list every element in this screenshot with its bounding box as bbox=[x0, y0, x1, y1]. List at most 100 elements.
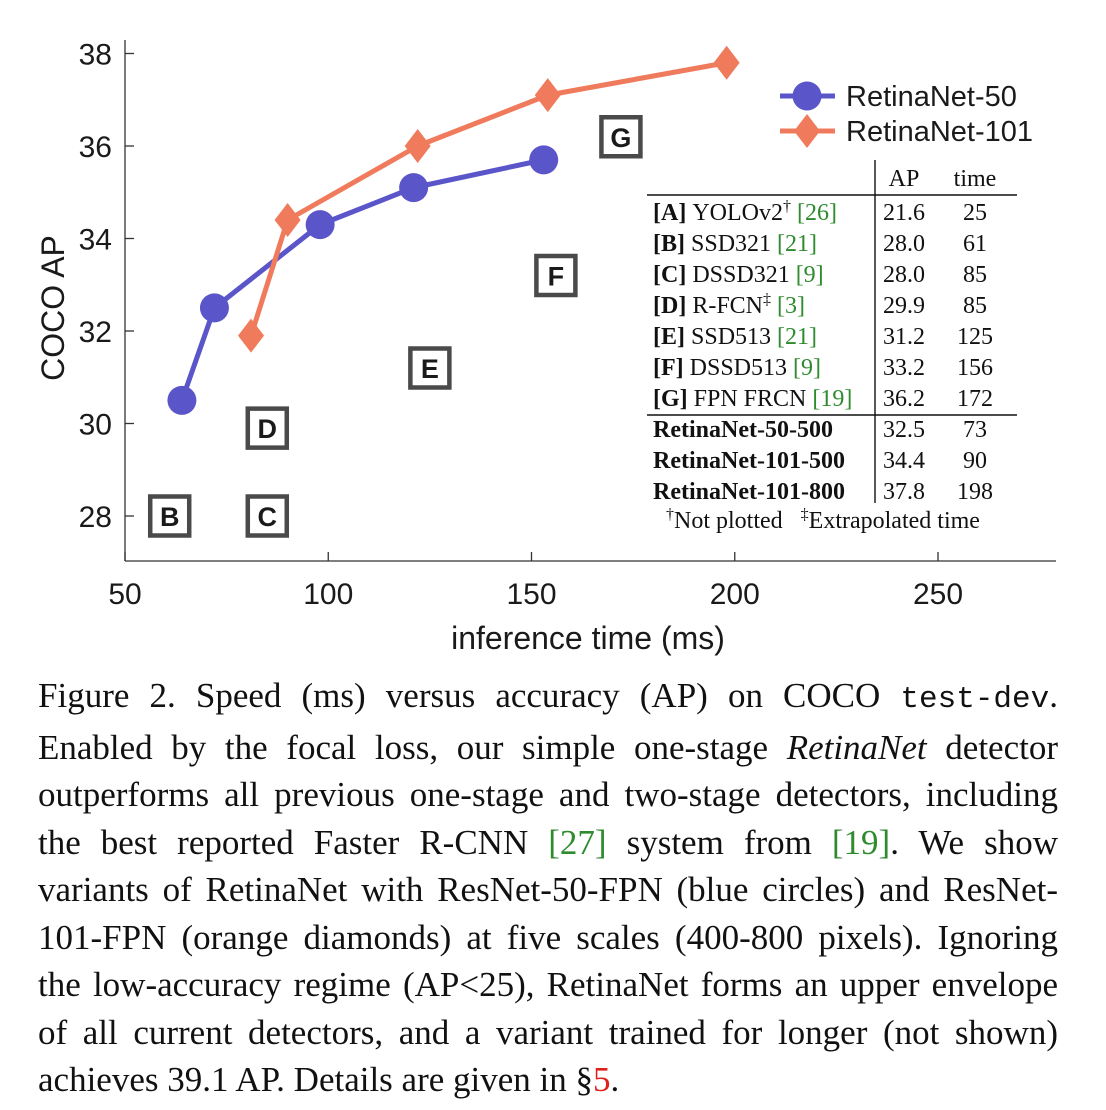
method-tag: [A] bbox=[653, 200, 692, 226]
method-citation[interactable]: [9] bbox=[787, 355, 821, 381]
x-tick-label: 250 bbox=[913, 578, 963, 611]
method-citation[interactable]: [19] bbox=[806, 386, 852, 412]
method-name: RetinaNet-50-500 bbox=[653, 417, 833, 443]
footnote-footnote-ddagger: ‡ bbox=[801, 506, 809, 523]
table-row-method: [A] YOLOv2† [26] bbox=[653, 198, 837, 226]
method-citation[interactable]: [21] bbox=[771, 231, 817, 257]
retinanet-50-point bbox=[305, 210, 335, 240]
marker-letter: E bbox=[421, 354, 439, 384]
detector-markers: B C D E F G bbox=[147, 115, 643, 538]
table-row-method: RetinaNet-101-800 bbox=[653, 479, 845, 505]
table-row-time: 172 bbox=[957, 386, 993, 412]
table-row: [D] R-FCN‡ [3] 29.9 85 bbox=[653, 291, 987, 319]
y-tick-label: 38 bbox=[79, 39, 112, 72]
marker-box bbox=[599, 115, 643, 159]
caption-text-4: system from bbox=[606, 822, 832, 862]
marker-box bbox=[408, 346, 452, 390]
retinanet-101-point bbox=[534, 78, 561, 113]
detector-marker-c: C bbox=[245, 494, 290, 538]
marker-letter: D bbox=[258, 414, 278, 444]
method-footnote-mark: † bbox=[783, 198, 791, 215]
method-citation[interactable]: [26] bbox=[791, 200, 837, 226]
table-row-ap: 29.9 bbox=[883, 293, 925, 319]
table-row-method: RetinaNet-50-500 bbox=[653, 417, 833, 443]
y-tick-label: 28 bbox=[79, 501, 112, 534]
method-name: FPN FRCN bbox=[694, 386, 807, 412]
table-row-time: 198 bbox=[957, 479, 993, 505]
detector-marker-f: F bbox=[534, 253, 578, 298]
retinanet-101-point bbox=[404, 129, 431, 163]
retinanet-101-point bbox=[274, 203, 301, 237]
table-footnotes: †Not plotted ‡Extrapolated time bbox=[666, 506, 980, 534]
method-name: RetinaNet-101-500 bbox=[653, 448, 845, 474]
table-row-time: 85 bbox=[963, 262, 987, 288]
y-tick-label: 34 bbox=[79, 224, 112, 257]
retinanet-50-point bbox=[399, 173, 429, 203]
table-row: [E] SSD513 [21] 31.2 125 bbox=[653, 324, 993, 350]
caption-section-sign: § bbox=[575, 1060, 594, 1099]
table-row-method: [E] SSD513 [21] bbox=[653, 324, 817, 350]
caption-text-1: Figure 2. Speed (ms) versus accuracy (AP… bbox=[38, 676, 901, 715]
method-name: R-FCN bbox=[692, 293, 763, 319]
chart-series bbox=[167, 45, 740, 415]
caption-text-5: . We show variants of RetinaNet with Res… bbox=[38, 822, 1058, 1100]
caption-ref-19[interactable]: [19] bbox=[831, 822, 891, 862]
detector-marker-d: D bbox=[245, 406, 290, 450]
table-row: RetinaNet-101-500 34.4 90 bbox=[653, 448, 987, 474]
table-row-ap: 32.5 bbox=[883, 417, 925, 443]
method-name: DSSD513 bbox=[690, 355, 787, 381]
figure-caption: Figure 2. Speed (ms) versus accuracy (AP… bbox=[38, 672, 1058, 1104]
table-row-time: 25 bbox=[963, 200, 987, 226]
table-header-ap: AP bbox=[889, 166, 920, 192]
detector-marker-b: B bbox=[147, 494, 192, 538]
marker-box bbox=[245, 406, 290, 450]
table-row-ap: 28.0 bbox=[883, 231, 925, 257]
table-row-time: 61 bbox=[963, 231, 987, 257]
chart-axes: 50 100 150 200 250 28 30 32 34 36 38 bbox=[79, 39, 1056, 611]
table-row-time: 85 bbox=[963, 293, 987, 319]
method-name: RetinaNet-101-800 bbox=[653, 479, 845, 505]
retinanet-101-point bbox=[238, 318, 265, 353]
table-row-ap: 34.4 bbox=[883, 448, 925, 474]
method-tag: [G] bbox=[653, 386, 694, 412]
method-name: DSSD321 bbox=[692, 262, 789, 288]
table-row-ap: 28.0 bbox=[883, 262, 925, 288]
table-row: [F] DSSD513 [9] 33.2 156 bbox=[653, 355, 993, 381]
caption-ref-27[interactable]: [27] bbox=[548, 822, 607, 862]
table-row-method: [B] SSD321 [21] bbox=[653, 231, 817, 257]
table-row-time: 156 bbox=[957, 355, 993, 381]
marker-box bbox=[245, 494, 290, 538]
caption-italic: RetinaNet bbox=[786, 727, 927, 767]
table-row: [C] DSSD321 [9] 28.0 85 bbox=[653, 262, 987, 288]
retinanet-101-point bbox=[713, 45, 740, 80]
method-tag: [E] bbox=[653, 324, 691, 350]
table-background bbox=[645, 160, 1026, 538]
table-row-method: [C] DSSD321 [9] bbox=[653, 262, 824, 288]
footnote-footnote-1: Not plotted bbox=[674, 508, 783, 534]
method-name: SSD513 bbox=[691, 324, 771, 350]
detector-marker-e: E bbox=[408, 346, 452, 390]
table-row: RetinaNet-50-500 32.5 73 bbox=[653, 417, 987, 443]
caption-ref-section-5[interactable]: 5 bbox=[593, 1060, 611, 1099]
table-row-ap: 36.2 bbox=[883, 386, 925, 412]
caption-text-6: . bbox=[610, 1060, 620, 1099]
y-tick-label: 36 bbox=[79, 131, 112, 164]
table-row-method: [D] R-FCN‡ [3] bbox=[653, 291, 805, 319]
method-tag: [D] bbox=[653, 293, 692, 319]
caption-text-2: . Enabled by the focal loss, our simple … bbox=[38, 676, 1058, 767]
x-tick-label: 150 bbox=[506, 578, 556, 611]
x-axis-title: inference time (ms) bbox=[451, 620, 725, 656]
method-citation[interactable]: [9] bbox=[790, 262, 824, 288]
x-tick-label: 50 bbox=[108, 578, 141, 611]
table-row: RetinaNet-101-800 37.8 198 bbox=[653, 479, 993, 505]
method-citation[interactable]: [3] bbox=[771, 293, 805, 319]
method-tag: [F] bbox=[653, 355, 690, 381]
legend-marker-retinanet-50 bbox=[792, 81, 822, 111]
marker-box bbox=[147, 494, 192, 538]
legend-label-retinanet-50: RetinaNet-50 bbox=[846, 81, 1017, 113]
marker-letter: B bbox=[160, 502, 180, 532]
method-citation[interactable]: [21] bbox=[771, 324, 817, 350]
table-row-method: [F] DSSD513 [9] bbox=[653, 355, 821, 381]
table-row-time: 73 bbox=[963, 417, 987, 443]
